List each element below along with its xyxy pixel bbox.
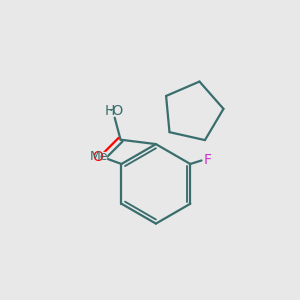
Text: O: O — [92, 150, 103, 164]
Bar — [106, 107, 126, 115]
Text: ·O: ·O — [109, 104, 124, 118]
Bar — [94, 153, 102, 161]
Text: F: F — [204, 153, 212, 166]
Text: Me: Me — [89, 149, 108, 163]
Bar — [92, 152, 106, 160]
Bar — [204, 155, 212, 164]
Text: H: H — [104, 104, 115, 118]
